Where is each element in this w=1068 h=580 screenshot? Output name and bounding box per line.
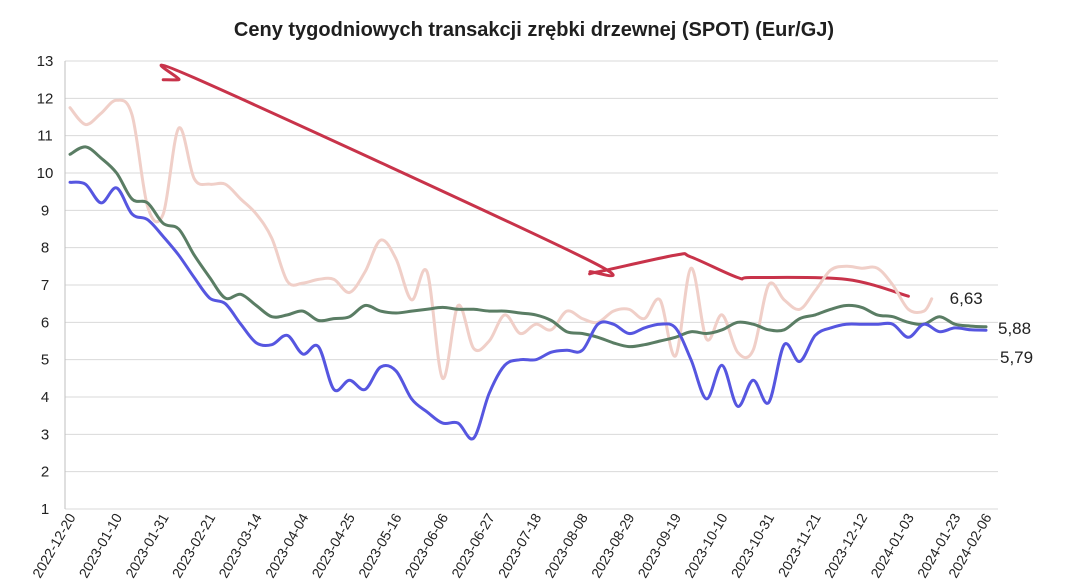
x-tick-label: 2023-03-14 [215, 510, 265, 580]
y-tick-label: 2 [41, 464, 49, 481]
x-tick-label: 2023-10-10 [681, 510, 731, 580]
x-tick-label: 2023-02-21 [169, 510, 219, 580]
y-tick-label: 10 [37, 165, 54, 182]
x-tick-label: 2023-01-31 [122, 510, 172, 580]
series-line [159, 63, 910, 298]
series-line [68, 98, 934, 380]
x-tick-label: 2023-06-06 [402, 510, 452, 580]
y-tick-label: 8 [41, 240, 49, 257]
y-tick-label: 1 [41, 501, 49, 518]
x-tick-label: 2023-08-08 [541, 510, 591, 580]
x-tick-label: 2023-09-19 [634, 510, 684, 580]
y-tick-label: 6 [41, 314, 49, 331]
y-tick-label: 11 [37, 128, 53, 145]
x-tick-label: 2023-11-21 [775, 510, 824, 579]
chart-title: Ceny tygodniowych transakcji zrębki drze… [233, 19, 835, 41]
y-tick-label: 13 [37, 53, 54, 70]
x-tick-label: 2022-12-20 [29, 510, 79, 580]
x-tick-label: 2023-06-27 [448, 510, 498, 580]
y-tick-label: 7 [41, 277, 49, 294]
x-tick-label: 2023-12-12 [821, 510, 871, 580]
x-tick-label: 2023-04-04 [262, 510, 312, 580]
y-tick-label: 12 [37, 90, 54, 107]
x-tick-label: 2023-04-25 [308, 510, 358, 580]
x-tick-label: 2023-10-31 [728, 510, 778, 580]
x-tick-label: 2023-05-16 [355, 510, 405, 580]
series-end-label: 6,63 [950, 289, 983, 308]
x-tick-label: 2023-07-18 [495, 510, 545, 580]
x-tick-label: 2024-01-03 [867, 510, 917, 580]
y-tick-label: 3 [41, 426, 49, 443]
series-end-label: 5,88 [998, 319, 1031, 338]
x-tick-label: 2023-01-10 [76, 510, 126, 580]
series-line [68, 180, 988, 441]
series-end-label: 5,79 [1000, 348, 1033, 367]
series-line [68, 145, 988, 349]
y-tick-label: 5 [41, 352, 49, 369]
x-tick-label: 2023-08-29 [588, 510, 638, 580]
y-tick-label: 9 [41, 202, 49, 219]
y-tick-label: 4 [41, 389, 49, 406]
